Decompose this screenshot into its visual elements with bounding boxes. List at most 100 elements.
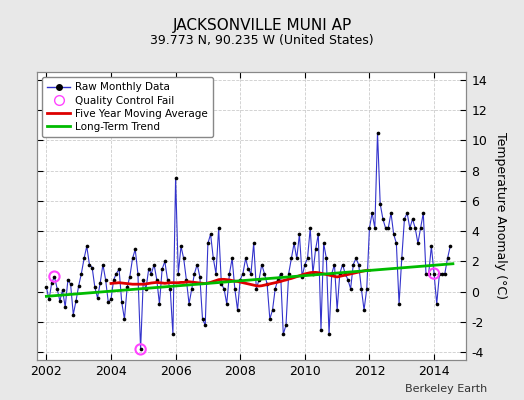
Point: [112, 270, 121, 277]
Point: [99, 261, 107, 268]
Point: [45, 296, 53, 302]
Point: [424, 270, 433, 277]
Point: [303, 255, 312, 262]
Point: [368, 210, 376, 216]
Point: [274, 276, 282, 283]
Point: [333, 307, 341, 313]
Point: [389, 231, 398, 237]
Point: [117, 299, 126, 306]
Point: [414, 240, 422, 246]
Point: [411, 225, 419, 231]
Point: [298, 274, 307, 280]
Point: [195, 274, 204, 280]
Point: [339, 261, 347, 268]
Text: Berkeley Earth: Berkeley Earth: [405, 384, 487, 394]
Point: [177, 243, 185, 250]
Point: [180, 255, 188, 262]
Point: [188, 286, 196, 292]
Point: [139, 276, 147, 283]
Point: [373, 130, 381, 136]
Point: [244, 266, 253, 272]
Point: [134, 270, 142, 277]
Point: [346, 286, 355, 292]
Point: [341, 270, 350, 277]
Point: [309, 270, 317, 277]
Point: [301, 261, 309, 268]
Point: [115, 266, 123, 272]
Point: [231, 286, 239, 292]
Point: [91, 284, 99, 290]
Point: [239, 270, 247, 277]
Point: [80, 255, 88, 262]
Point: [121, 316, 129, 322]
Point: [430, 270, 438, 277]
Point: [432, 301, 441, 307]
Point: [217, 281, 225, 288]
Point: [330, 261, 339, 268]
Point: [69, 311, 78, 318]
Point: [349, 261, 357, 268]
Point: [77, 270, 85, 277]
Point: [93, 295, 102, 301]
Point: [48, 280, 56, 286]
Point: [403, 210, 411, 216]
Point: [438, 270, 446, 277]
Point: [430, 270, 438, 277]
Point: [355, 261, 363, 268]
Point: [370, 225, 379, 231]
Point: [56, 298, 64, 304]
Text: JACKSONVILLE MUNI AP: JACKSONVILLE MUNI AP: [172, 18, 352, 33]
Point: [446, 243, 454, 250]
Point: [102, 276, 110, 283]
Point: [198, 316, 206, 322]
Point: [147, 270, 156, 277]
Point: [212, 270, 220, 277]
Legend: Raw Monthly Data, Quality Control Fail, Five Year Moving Average, Long-Term Tren: Raw Monthly Data, Quality Control Fail, …: [42, 77, 213, 137]
Point: [204, 240, 212, 246]
Point: [150, 261, 158, 268]
Point: [365, 225, 374, 231]
Point: [193, 261, 201, 268]
Point: [104, 299, 113, 306]
Point: [268, 307, 277, 313]
Point: [53, 286, 61, 292]
Point: [357, 286, 366, 292]
Point: [96, 280, 104, 286]
Point: [381, 225, 390, 231]
Point: [169, 331, 177, 338]
Point: [206, 231, 215, 237]
Point: [276, 270, 285, 277]
Point: [395, 301, 403, 307]
Point: [50, 274, 59, 280]
Point: [360, 307, 368, 313]
Point: [287, 255, 296, 262]
Point: [249, 240, 258, 246]
Point: [161, 258, 169, 265]
Point: [260, 270, 269, 277]
Point: [145, 266, 153, 272]
Point: [50, 274, 59, 280]
Point: [255, 276, 263, 283]
Point: [419, 210, 428, 216]
Y-axis label: Temperature Anomaly (°C): Temperature Anomaly (°C): [494, 132, 507, 300]
Point: [107, 296, 115, 302]
Point: [282, 322, 290, 328]
Point: [74, 282, 83, 289]
Point: [408, 216, 417, 222]
Point: [136, 346, 145, 352]
Point: [376, 201, 385, 207]
Point: [325, 331, 333, 338]
Point: [174, 270, 182, 277]
Point: [306, 225, 314, 231]
Point: [271, 286, 279, 292]
Point: [123, 284, 132, 290]
Point: [252, 286, 260, 292]
Point: [242, 255, 250, 262]
Point: [285, 270, 293, 277]
Point: [228, 255, 236, 262]
Point: [352, 255, 360, 262]
Point: [379, 216, 387, 222]
Point: [158, 266, 166, 272]
Point: [427, 243, 435, 250]
Point: [322, 255, 331, 262]
